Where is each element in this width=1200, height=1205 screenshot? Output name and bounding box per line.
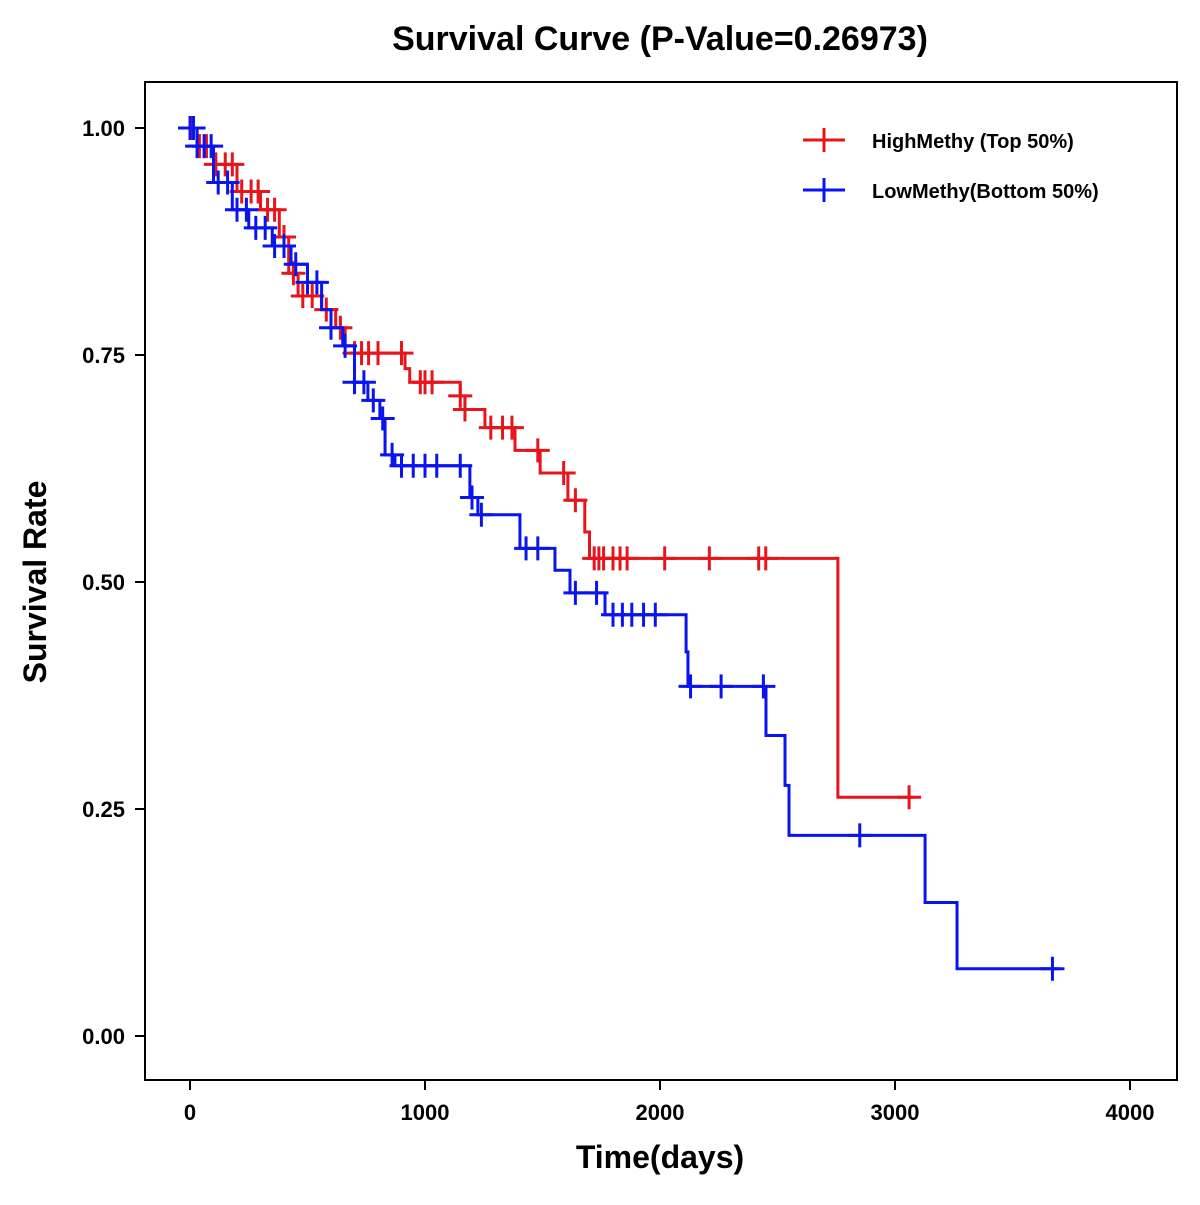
x-tick-label: 4000	[1106, 1100, 1155, 1125]
censor-mark	[563, 580, 588, 605]
censor-mark	[551, 461, 576, 486]
plot-frame	[144, 81, 1178, 1081]
x-axis-label: Time(days)	[576, 1139, 744, 1175]
legend-censor-mark	[812, 178, 836, 202]
censor-mark	[262, 197, 287, 222]
censor-mark	[351, 370, 376, 395]
censor-mark	[319, 315, 343, 340]
censor-mark	[389, 341, 414, 366]
censor-mark	[584, 580, 609, 605]
y-tick-label: 0.25	[82, 797, 125, 822]
legend-censor-mark	[812, 128, 836, 152]
legend-item: LowMethy(Bottom 50%)	[803, 178, 1099, 203]
legend-label: LowMethy(Bottom 50%)	[872, 181, 1099, 203]
censor-mark	[751, 674, 776, 699]
censor-mark	[199, 134, 224, 159]
censor-mark	[1040, 956, 1065, 981]
y-tick-label: 1.00	[82, 116, 125, 141]
censor-mark	[215, 170, 240, 195]
y-axis-label: Survival Rate	[17, 481, 53, 684]
censor-mark	[525, 438, 550, 463]
x-tick-label: 3000	[871, 1100, 920, 1125]
censor-mark	[253, 215, 278, 240]
censor-mark	[697, 546, 722, 571]
censor-mark	[563, 488, 588, 513]
censor-mark	[643, 602, 668, 627]
censor-mark	[678, 674, 703, 699]
censor-mark	[709, 674, 734, 699]
censor-mark	[452, 397, 477, 422]
censor-mark	[615, 546, 640, 571]
censor-mark	[246, 179, 271, 204]
censor-mark	[333, 333, 358, 358]
censor-mark	[897, 785, 922, 810]
censor-mark	[753, 546, 778, 571]
censor-mark	[424, 453, 449, 478]
censor-mark	[304, 270, 329, 295]
censor-mark	[652, 546, 677, 571]
censor-mark	[220, 152, 245, 177]
censor-mark	[847, 823, 872, 848]
censor-mark	[499, 415, 524, 440]
censor-mark	[460, 485, 484, 510]
censor-mark	[272, 234, 296, 259]
legend-label: HighMethy (Top 50%)	[872, 131, 1074, 153]
x-tick-label: 1000	[401, 1100, 450, 1125]
censor-mark	[366, 341, 390, 366]
censor-mark	[525, 536, 550, 561]
x-tick-label: 2000	[636, 1100, 685, 1125]
censor-mark	[234, 197, 259, 222]
survival-step-line	[190, 126, 1060, 971]
censor-mark	[361, 388, 386, 413]
censor-mark	[448, 383, 473, 408]
y-tick-label: 0.75	[82, 343, 125, 368]
survival-step-line	[190, 126, 914, 799]
censor-mark	[469, 502, 494, 527]
censor-mark	[370, 406, 395, 431]
x-tick-label: 0	[184, 1100, 196, 1125]
y-tick-label: 0.50	[82, 570, 125, 595]
series-low-methy	[178, 116, 1065, 981]
y-tick-label: 0.00	[82, 1024, 125, 1049]
chart-title: Survival Curve (P-Value=0.26973)	[392, 20, 928, 58]
legend-item: HighMethy (Top 50%)	[803, 128, 1074, 153]
censor-mark	[420, 370, 445, 395]
series-high-methy	[180, 116, 922, 810]
censor-mark	[181, 116, 206, 140]
censor-mark	[283, 252, 308, 277]
censor-mark	[448, 453, 473, 478]
